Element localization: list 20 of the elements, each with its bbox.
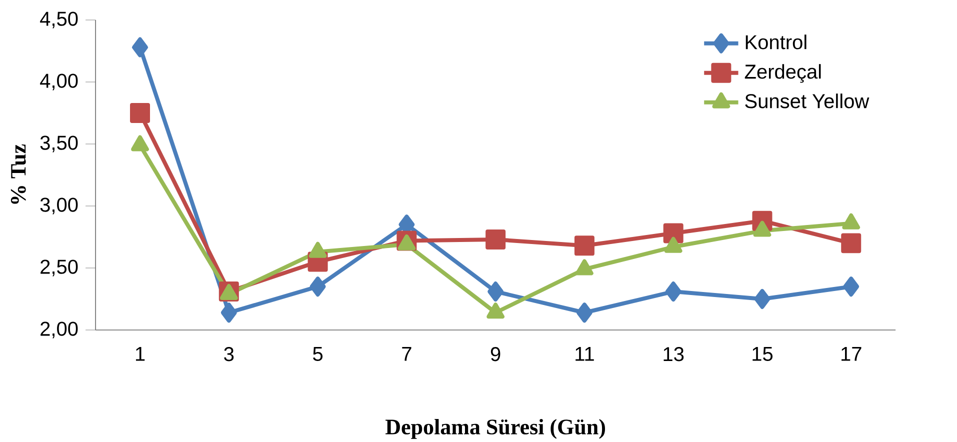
x-tick-label: 5	[313, 347, 323, 361]
y-tick-label: 3,00	[40, 198, 78, 214]
legend-label: Kontrol	[746, 34, 806, 50]
y-tick-label: 4,00	[40, 74, 78, 90]
x-tick-label: 3	[224, 347, 234, 362]
x-tick-label: 11	[576, 347, 594, 361]
y-tick-label: 4,50	[40, 12, 78, 28]
y-tick-label: 2,00	[40, 322, 78, 338]
y-tick-label: 3,50	[40, 136, 78, 152]
x-tick-label: 1	[136, 347, 145, 361]
x-tick-label: 9	[490, 347, 500, 362]
x-tick-label: 13	[664, 347, 684, 362]
x-tick-label: 15	[752, 347, 773, 361]
x-tick-label: 17	[842, 347, 862, 361]
legend-label: Sunset Yellow	[745, 94, 870, 108]
legend-label: Zerdeçal	[744, 64, 821, 83]
y-axis-title: % Tuz	[10, 144, 26, 204]
y-tick-label: 2,50	[40, 260, 78, 276]
x-tick-label: 7	[402, 347, 412, 361]
x-axis-title: Depolama Süresi (Gün)	[386, 418, 605, 439]
